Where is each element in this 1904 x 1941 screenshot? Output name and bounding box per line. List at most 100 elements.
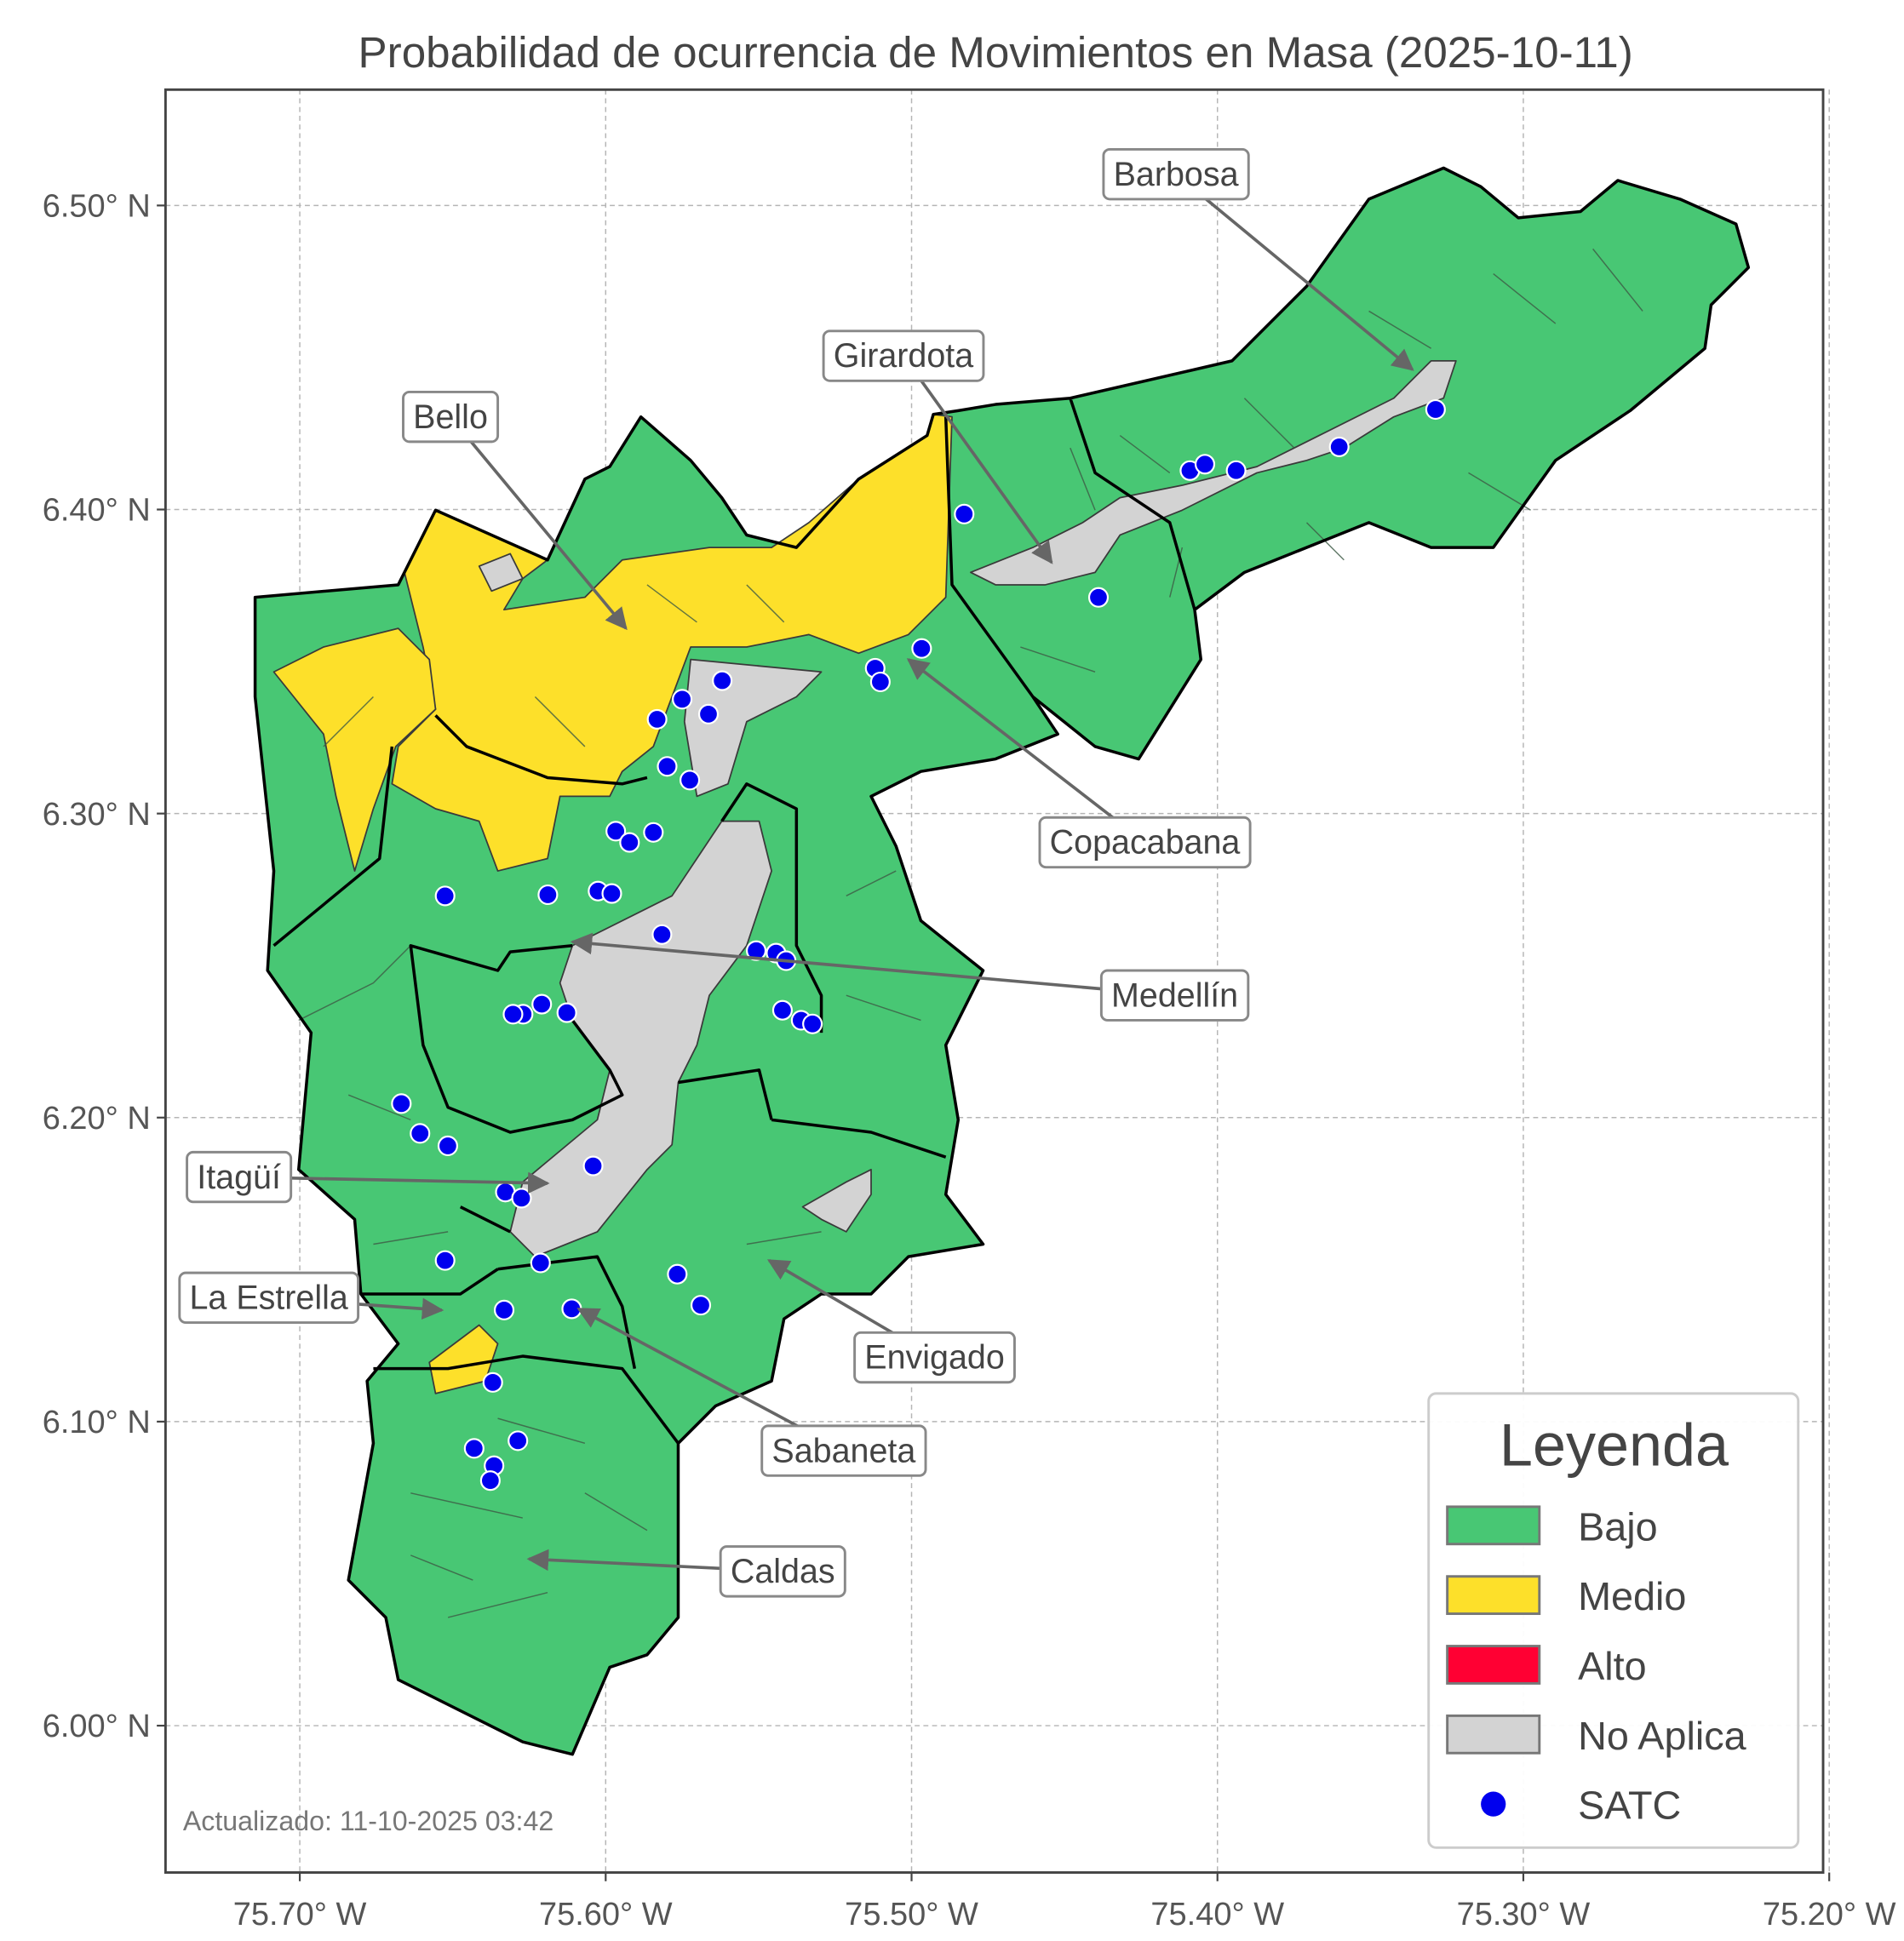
annotation: Sabaneta [576,1307,927,1477]
region-no-aplica [683,658,823,798]
satc-point [869,671,891,693]
annotation-box [1102,147,1250,201]
annotation-arrow [449,415,628,631]
y-tick-label: 6.50° N [43,189,151,225]
legend: Leyenda Bajo Medio Alto No Aplica SATC [1427,1392,1800,1849]
satc-point [1328,436,1350,457]
satc-point [1425,398,1446,421]
annotation-box [186,1150,293,1204]
satc-point [482,1371,503,1393]
y-tick-label: 6.10° N [43,1405,151,1440]
annotation-arrow [906,658,1146,844]
satc-point [391,1093,412,1114]
annotation-label: La Estrella [190,1280,348,1317]
satc-point [771,999,793,1021]
map-title: Probabilidad de ocurrencia de Movimiento… [358,28,1633,77]
satc-point [712,670,733,691]
satc-point [434,1250,456,1271]
legend-marker [1481,1791,1506,1817]
satc-point [582,1155,604,1177]
satc-point [531,993,553,1015]
satc-point [657,756,678,777]
annotation-box [822,329,985,382]
satc-point [537,884,559,906]
satc-point [954,503,975,524]
satc-point [508,1430,529,1451]
legend-swatch [1446,1505,1541,1546]
x-tick-label: 75.30° W [1457,1897,1591,1932]
x-tick-label: 75.60° W [539,1897,673,1932]
satc-point [802,1013,823,1034]
annotation-box [760,1424,927,1477]
annotation-label: Envigado [864,1339,1004,1377]
annotation: Envigado [766,1258,1016,1384]
satc-point [530,1252,551,1274]
annotation: Barbosa [1102,147,1414,371]
legend-label: SATC [1578,1784,1681,1828]
y-tick-label: 6.40° N [43,493,151,529]
legend-label: Alto [1578,1644,1647,1688]
annotation-label: Copacabana [1050,824,1241,862]
annotation-label: Sabaneta [771,1432,915,1469]
region-no-aplica [801,1168,872,1233]
region-no-aplica [478,553,524,593]
regions [253,166,1751,1756]
municipal-borders [253,166,1751,1756]
satc-point [511,1188,532,1209]
legend-label: No Aplica [1578,1714,1746,1758]
annotation: Girardota [822,329,1053,564]
legend-title: Leyenda [1500,1412,1729,1479]
satc-point [745,940,767,961]
satc-point [697,703,720,724]
annotation-box [719,1545,846,1598]
annotation-label: Medellín [1111,976,1238,1014]
region-no-aplica [509,820,772,1258]
x-tick-label: 75.70° W [233,1897,367,1932]
satc-point [911,638,932,659]
annotation: Itagüí [186,1150,550,1204]
x-tick-label: 75.20° W [1763,1897,1896,1932]
annotation-box [1038,816,1252,869]
x-tick-label: 75.50° W [845,1897,978,1932]
legend-label: Medio [1578,1574,1686,1618]
annotation-label: Girardota [834,337,973,375]
satc-point [410,1123,431,1144]
satc-point [690,1295,712,1316]
annotation: Caldas [526,1545,846,1598]
annotation: La Estrella [178,1271,444,1325]
satc-point [605,821,627,842]
annotation-label: Bello [413,398,488,436]
annotation: Bello [402,390,628,631]
satc-point [643,822,664,843]
satc-point [556,1002,577,1023]
annotation-box [853,1331,1016,1384]
legend-swatch [1446,1714,1541,1755]
axis-ticks: 75.70° W 75.60° W 75.50° W 75.40° W 75.30° W… [43,189,1896,1932]
satc-point [434,885,456,907]
annotation-label: Caldas [731,1553,835,1590]
y-tick-label: 6.20° N [43,1101,151,1137]
satc-point [672,689,693,710]
satc-point [561,1298,582,1320]
satc-point [619,832,640,853]
annotation: Copacabana [906,658,1252,869]
satc-point [646,708,668,730]
map-frame [163,88,1825,1875]
y-tick-label: 6.30° N [43,797,151,833]
satc-points [391,398,1446,1492]
annotation-box [178,1271,360,1325]
legend-swatch [1446,1575,1541,1616]
legend-swatch [1446,1645,1541,1685]
satc-point [493,1299,515,1320]
region-no-aplica [970,360,1457,586]
annotation-arrow [1174,173,1414,371]
satc-point [479,1470,501,1492]
annotation-label: Itagüí [197,1159,281,1196]
satc-point [680,770,701,791]
satc-point [502,1004,524,1025]
footnote: Actualizado: 11-10-2025 03:42 [183,1806,553,1836]
x-tick-label: 75.40° W [1150,1897,1284,1932]
annotation: Medellín [570,932,1250,1022]
